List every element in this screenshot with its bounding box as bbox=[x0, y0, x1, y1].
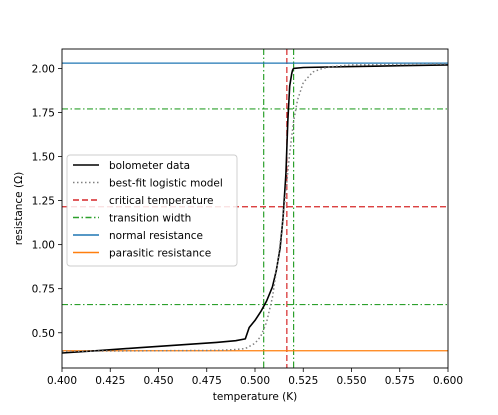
y-tick-label: 0.50 bbox=[32, 328, 55, 340]
x-axis-label: temperature (K) bbox=[213, 391, 297, 403]
legend-label-critical-temperature: critical temperature bbox=[109, 195, 214, 207]
y-axis-label: resistance (Ω) bbox=[13, 172, 25, 245]
y-tick-label: 1.00 bbox=[32, 240, 55, 252]
best-fit-logistic-model-line bbox=[62, 63, 448, 353]
y-tick-label: 1.25 bbox=[32, 196, 55, 208]
bolometer-data-line bbox=[62, 64, 448, 354]
legend-label-parasitic-resistance: parasitic resistance bbox=[109, 248, 211, 260]
x-tick-label: 0.475 bbox=[192, 375, 222, 387]
x-tick-label: 0.500 bbox=[240, 375, 270, 387]
x-tick-label: 0.425 bbox=[95, 375, 125, 387]
x-tick-label: 0.600 bbox=[433, 375, 463, 387]
x-tick-label: 0.450 bbox=[143, 375, 173, 387]
legend-box bbox=[66, 154, 238, 267]
legend-label-bolometer-data: bolometer data bbox=[109, 160, 190, 172]
y-tick-label: 1.50 bbox=[32, 152, 55, 164]
x-tick-label: 0.575 bbox=[385, 375, 415, 387]
legend-label-best-fit-logistic-model: best-fit logistic model bbox=[109, 178, 223, 190]
legend-label-transition-width: transition width bbox=[109, 213, 191, 225]
y-tick-label: 2.00 bbox=[32, 63, 55, 75]
legend-label-normal-resistance: normal resistance bbox=[109, 230, 203, 242]
x-tick-label: 0.550 bbox=[336, 375, 366, 387]
y-tick-label: 1.75 bbox=[32, 107, 55, 119]
y-tick-label: 0.75 bbox=[32, 284, 55, 296]
x-tick-label: 0.525 bbox=[288, 375, 318, 387]
x-tick-label: 0.400 bbox=[47, 375, 77, 387]
